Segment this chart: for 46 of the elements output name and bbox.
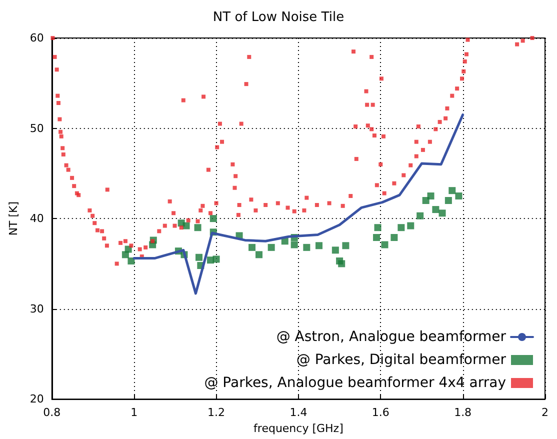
chart-title: NT of Low Noise Tile [212,10,344,25]
point [455,192,462,200]
point [256,251,262,258]
point [182,222,190,230]
point [398,224,405,232]
x-tick-label: 1.6 [372,406,390,420]
point [128,257,135,264]
legend-label: @ Parkes, Digital beamformer [296,352,506,368]
point [303,244,310,251]
point [210,215,217,222]
x-tick-label: 0.8 [43,406,61,420]
x-tick-label: 1.2 [208,406,226,420]
point [416,212,424,220]
point [212,256,220,263]
y-tick-label: 50 [30,122,44,135]
y-tick-label: 30 [30,302,44,316]
legend-label: @ Astron, Analogue beamformer [276,329,506,345]
x-tick-label: 1.4 [290,406,308,420]
point [373,234,380,242]
point [448,187,456,194]
point [390,234,398,242]
point [290,241,298,248]
y-tick-label: 20 [30,392,44,406]
x-tick-label: 1 [130,406,138,420]
point [407,222,414,230]
point [194,224,202,232]
x-tick-label: 2 [542,406,548,420]
point [268,244,275,251]
y-axis-title: NT [K] [7,201,20,236]
y-tick-label: 60 [30,32,44,44]
point [432,206,440,214]
point [332,246,339,254]
point [338,260,346,268]
point [374,224,382,232]
point [342,242,350,250]
y-tick-label: 40 [30,212,44,226]
point [315,242,322,250]
x-axis-title: frequency [GHz] [254,422,344,435]
point [381,241,388,248]
point [427,192,434,200]
point [196,254,203,261]
point [444,196,452,204]
point [248,244,256,251]
x-tick-label: 1.8 [454,406,472,420]
legend-label: @ Parkes, Analogue beamformer 4x4 array [204,375,506,391]
point [438,210,446,217]
